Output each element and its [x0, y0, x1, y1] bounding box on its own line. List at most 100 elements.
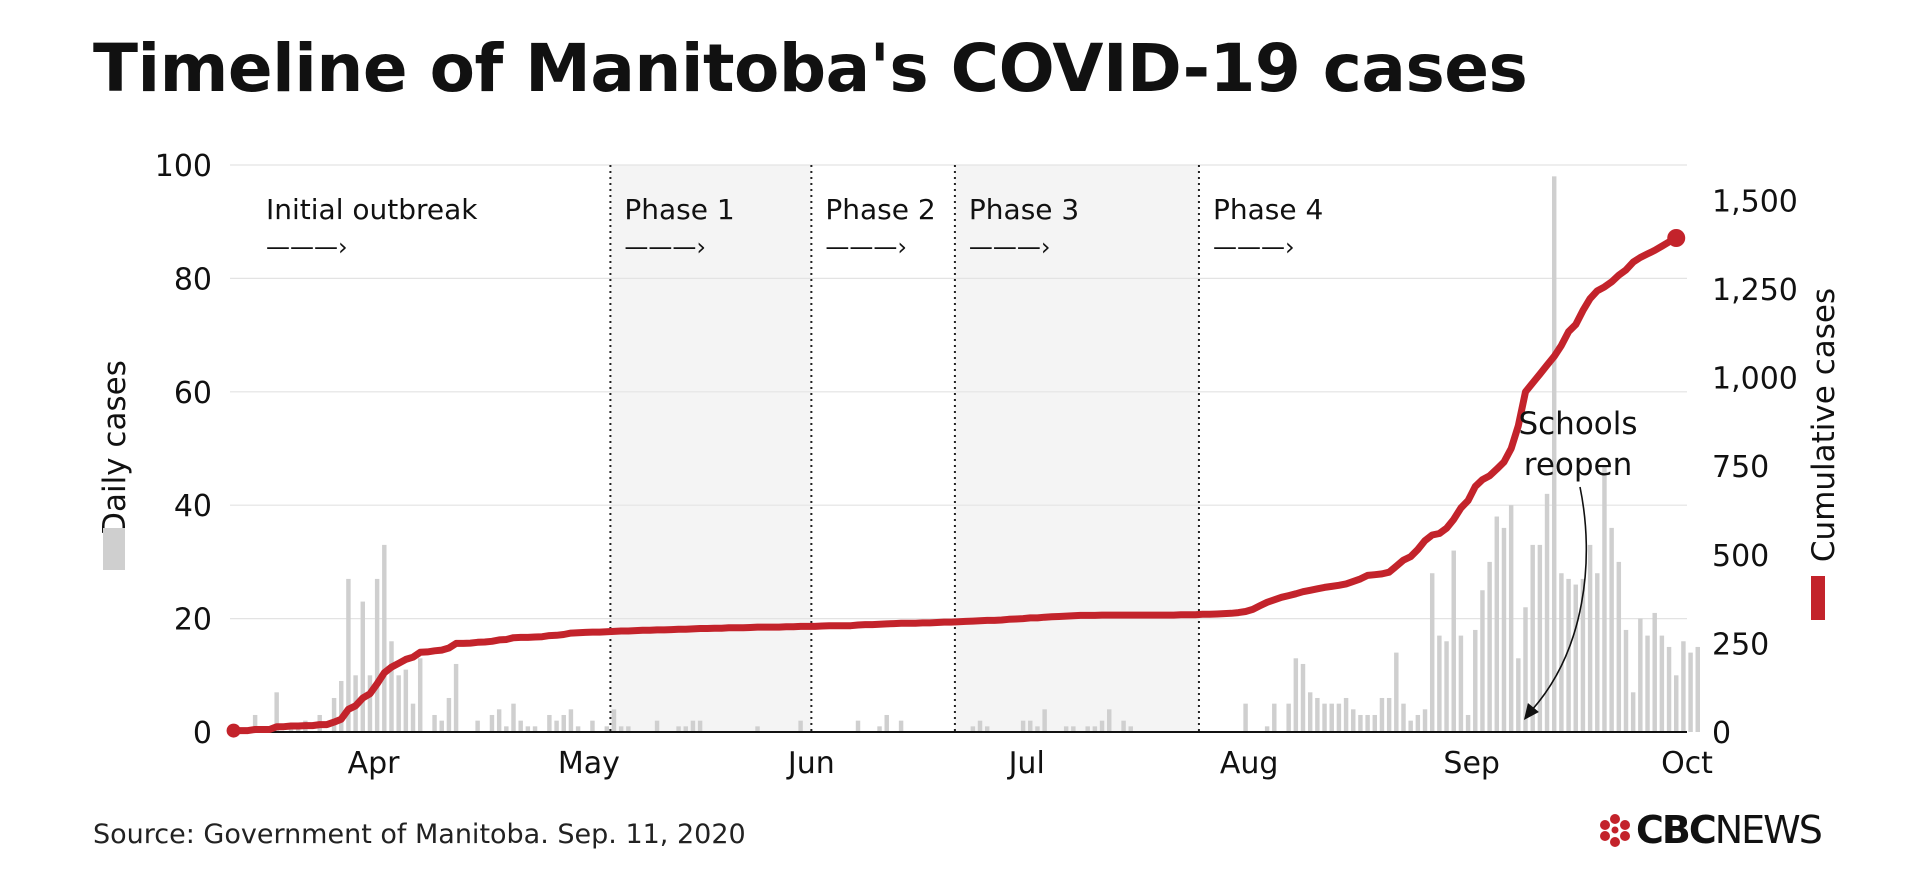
page-title: Timeline of Manitoba's COVID-19 cases [93, 30, 1528, 107]
right-tick-label: 500 [1712, 539, 1769, 574]
daily-bar [1293, 658, 1299, 732]
x-tick-label: Oct [1661, 746, 1713, 781]
daily-bar [1681, 641, 1686, 732]
logo-product: NEWS [1714, 808, 1823, 852]
daily-bar [475, 720, 480, 732]
daily-bar [1616, 561, 1622, 732]
daily-bar [1092, 726, 1098, 732]
daily-bar [1480, 590, 1485, 732]
daily-bar [970, 726, 976, 732]
daily-bar [1573, 584, 1578, 732]
x-tick-label: Sep [1443, 746, 1500, 781]
daily-bar [1501, 527, 1507, 732]
daily-bar [1595, 573, 1600, 732]
daily-bar [496, 709, 502, 732]
cumulative-start-dot [226, 723, 241, 738]
daily-bar [511, 703, 516, 732]
phase-arrow: ———› [624, 233, 706, 261]
x-tick-label: May [558, 746, 620, 781]
daily-bar [1473, 629, 1478, 732]
daily-bar [547, 714, 552, 732]
right-tick-label: 1,500 [1712, 184, 1798, 219]
daily-bar [1623, 629, 1629, 732]
daily-bar [339, 680, 344, 732]
daily-bar [884, 714, 889, 732]
annotation-line-2: reopen [1524, 447, 1633, 483]
daily-bar [252, 714, 258, 732]
phase-arrow: ———› [969, 233, 1051, 261]
daily-bar [1566, 578, 1571, 732]
phase-label: Phase 1 [624, 193, 734, 226]
daily-bar [1444, 641, 1449, 732]
daily-bar [1300, 663, 1306, 732]
source-note: Source: Government of Manitoba. Sep. 11,… [93, 819, 746, 850]
daily-bar [798, 720, 803, 732]
daily-bar [676, 726, 681, 732]
daily-bar [403, 669, 409, 732]
daily-bar [446, 697, 452, 732]
annotation-arrow-line [1531, 486, 1588, 711]
daily-bar [346, 578, 351, 732]
phase-label: Initial outbreak [266, 193, 478, 226]
left-tick-label: 20 [174, 603, 212, 638]
daily-bar [654, 720, 660, 732]
x-tick-label: Aug [1220, 746, 1279, 781]
daily-bar [1602, 465, 1607, 732]
daily-bar [1415, 714, 1421, 732]
daily-bar [331, 697, 337, 732]
daily-bar [1645, 635, 1650, 732]
daily-bar [984, 726, 990, 732]
left-tick-label: 80 [174, 262, 212, 297]
cbc-news-logo: CBCNEWS [1598, 808, 1823, 852]
daily-bar [1401, 703, 1406, 732]
daily-bar [977, 720, 983, 732]
daily-bar [525, 726, 531, 732]
daily-bar [1035, 726, 1040, 732]
phase-band-3 [954, 165, 1199, 732]
cumulative-end-dot [1667, 229, 1686, 248]
daily-bar [1429, 573, 1435, 732]
daily-bar [504, 726, 509, 732]
daily-bar [1351, 709, 1356, 732]
daily-bar [439, 720, 444, 732]
daily-bar [1365, 714, 1370, 732]
daily-bar [1559, 573, 1564, 732]
daily-bar [1544, 493, 1550, 732]
daily-bar [1322, 703, 1327, 732]
phase-label: Phase 3 [969, 193, 1079, 226]
daily-bar [683, 726, 688, 732]
daily-bar [1451, 550, 1456, 732]
annotation-line-1: Schools [1518, 406, 1637, 442]
daily-bar [410, 703, 416, 732]
daily-bar [1099, 720, 1105, 732]
daily-bar [1106, 709, 1112, 732]
daily-bar [1530, 544, 1535, 732]
daily-bar [1315, 697, 1320, 732]
daily-bar [417, 658, 423, 732]
daily-bar [561, 714, 566, 732]
right-tick-label: 1,250 [1712, 273, 1798, 308]
daily-bar [1437, 635, 1442, 732]
daily-bar [690, 720, 696, 732]
daily-bar [1243, 703, 1248, 732]
daily-bar [898, 720, 904, 732]
daily-bar [1394, 652, 1399, 732]
daily-bar [1674, 675, 1679, 732]
right-axis-label: Cumulative cases [1806, 288, 1842, 562]
left-tick-label: 0 [193, 716, 212, 751]
daily-bar [604, 726, 610, 732]
annotation-arrow-head [1523, 703, 1539, 720]
phase-arrow: ———› [1213, 233, 1295, 261]
phase-arrow: ———› [825, 233, 907, 261]
daily-bar [697, 720, 703, 732]
phase-label: Phase 2 [825, 193, 935, 226]
left-axis-label: Daily cases [97, 360, 133, 536]
daily-bar [489, 714, 495, 732]
daily-bar [1666, 646, 1672, 732]
daily-bar [1537, 544, 1543, 732]
daily-bar [1286, 703, 1291, 732]
daily-bar [1071, 726, 1076, 732]
daily-bar [1307, 692, 1313, 732]
daily-bar [1659, 635, 1665, 732]
daily-bar [1688, 652, 1693, 732]
